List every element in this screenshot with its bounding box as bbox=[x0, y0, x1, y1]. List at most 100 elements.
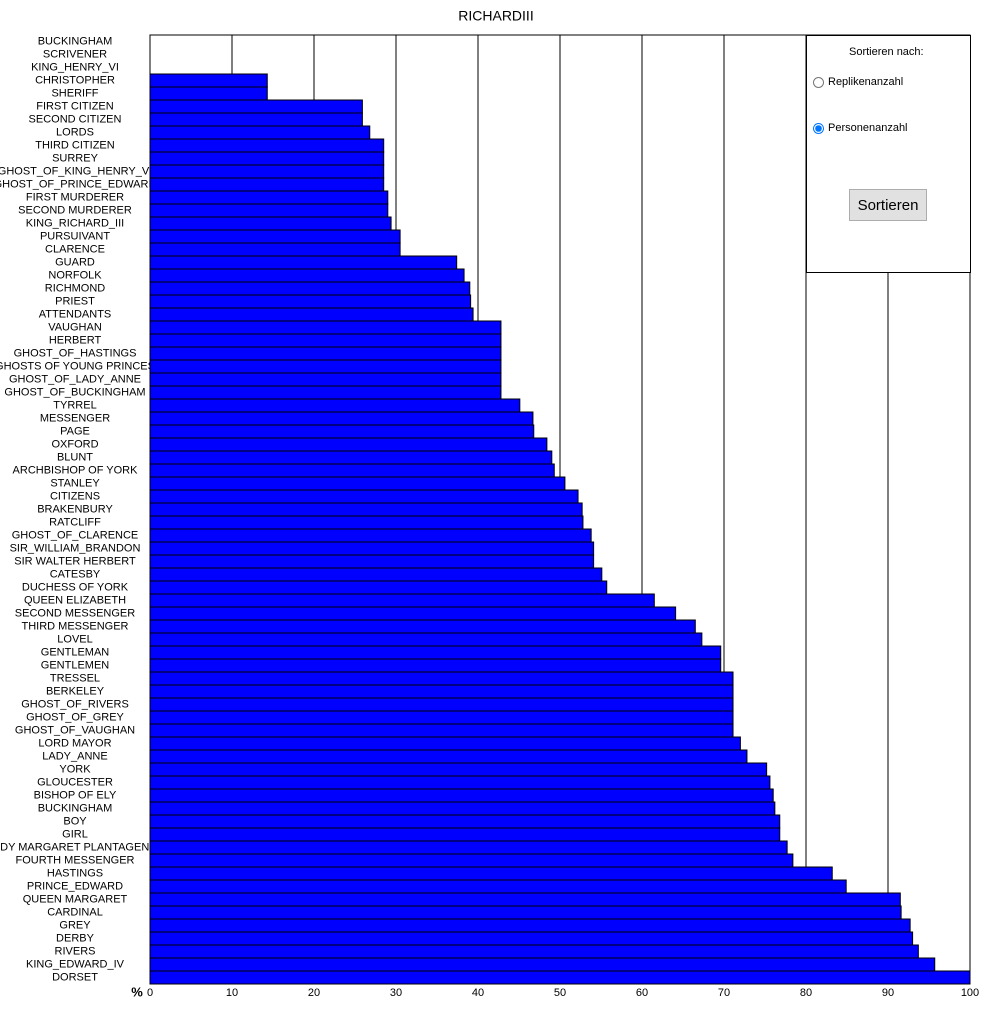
x-tick-label: 70 bbox=[718, 987, 730, 999]
bar bbox=[149, 203, 389, 218]
y-tick-label: SECOND CITIZEN bbox=[29, 113, 122, 125]
y-tick-label: CATESBY bbox=[50, 568, 101, 580]
y-tick-label: PAGE bbox=[60, 425, 90, 437]
x-tick-label: 80 bbox=[800, 987, 812, 999]
y-tick-label: THIRD CITIZEN bbox=[35, 139, 114, 151]
bar bbox=[149, 151, 385, 166]
y-tick-label: THIRD MESSENGER bbox=[22, 620, 129, 632]
bar bbox=[149, 762, 768, 777]
y-tick-label: OXFORD bbox=[51, 438, 98, 450]
x-tick-label: 90 bbox=[882, 987, 894, 999]
y-tick-label: QUEEN ELIZABETH bbox=[24, 594, 126, 606]
y-tick-label: SECOND MESSENGER bbox=[15, 607, 135, 619]
bar bbox=[149, 853, 794, 868]
y-tick-label: LOVEL bbox=[57, 633, 92, 645]
y-tick-label: GHOST_OF_LADY_ANNE bbox=[9, 373, 141, 385]
bar bbox=[149, 528, 592, 543]
bar bbox=[149, 697, 734, 712]
bar bbox=[149, 892, 901, 907]
bar bbox=[149, 944, 919, 959]
bar bbox=[149, 294, 472, 309]
bar bbox=[149, 112, 363, 127]
x-tick-label: 30 bbox=[390, 987, 402, 999]
y-tick-label: CLARENCE bbox=[45, 243, 105, 255]
bar bbox=[149, 268, 465, 283]
bar bbox=[149, 645, 722, 660]
y-tick-label: CARDINAL bbox=[47, 906, 103, 918]
bar bbox=[149, 229, 401, 244]
y-tick-label: RATCLIFF bbox=[49, 516, 101, 528]
y-tick-label: SECOND MURDERER bbox=[18, 204, 132, 216]
bar bbox=[149, 216, 392, 231]
y-tick-label: TRESSEL bbox=[50, 672, 100, 684]
y-tick-label: SIR WALTER HERBERT bbox=[14, 555, 136, 567]
bar bbox=[149, 957, 936, 972]
bar bbox=[149, 918, 911, 933]
y-tick-label: GHOSTS OF YOUNG PRINCES bbox=[0, 360, 155, 372]
y-tick-label: SURREY bbox=[52, 152, 99, 164]
bar bbox=[149, 814, 781, 829]
bar bbox=[149, 489, 579, 504]
bar bbox=[149, 450, 553, 465]
bar bbox=[149, 476, 566, 491]
sort-button[interactable]: Sortieren bbox=[849, 189, 927, 221]
bar bbox=[149, 177, 385, 192]
bar bbox=[149, 866, 833, 881]
x-tick-label: 60 bbox=[636, 987, 648, 999]
y-tick-label: BOY bbox=[63, 815, 87, 827]
bar bbox=[149, 502, 583, 517]
chart-title: RICHARDIII bbox=[458, 8, 533, 24]
radio-label: Personenanzahl bbox=[828, 122, 908, 134]
bar bbox=[149, 333, 502, 348]
y-tick-label: ARCHBISHOP OF YORK bbox=[13, 464, 139, 476]
bar bbox=[149, 905, 902, 920]
radio-label: Replikenanzahl bbox=[828, 76, 904, 88]
y-tick-label: QUEEN MARGARET bbox=[23, 893, 128, 905]
bar bbox=[149, 736, 741, 751]
y-tick-label: GENTLEMEN bbox=[41, 659, 110, 671]
y-tick-label: BLUNT bbox=[57, 451, 93, 463]
bar bbox=[149, 515, 584, 530]
bar bbox=[149, 398, 521, 413]
y-tick-label: PRINCE_EDWARD bbox=[27, 880, 123, 892]
bar bbox=[149, 541, 595, 556]
y-tick-label: GENTLEMAN bbox=[41, 646, 110, 658]
y-tick-label: DERBY bbox=[56, 932, 95, 944]
y-tick-label: RIVERS bbox=[55, 945, 96, 957]
bar bbox=[149, 593, 655, 608]
y-tick-label: KING_EDWARD_IV bbox=[26, 958, 125, 970]
bar bbox=[149, 164, 385, 179]
bar bbox=[149, 320, 502, 335]
y-tick-label: CITIZENS bbox=[50, 490, 100, 502]
radio-option[interactable]: Replikenanzahl bbox=[813, 76, 903, 88]
x-tick-label: 40 bbox=[472, 987, 484, 999]
bar bbox=[149, 970, 971, 985]
bar bbox=[149, 190, 389, 205]
y-tick-label: MESSENGER bbox=[40, 412, 110, 424]
radio-button[interactable] bbox=[813, 76, 824, 88]
y-tick-label: TYRREL bbox=[53, 399, 96, 411]
y-tick-label: PRIEST bbox=[55, 295, 95, 307]
y-tick-label: DUCHESS OF YORK bbox=[22, 581, 129, 593]
bar bbox=[149, 658, 722, 673]
bar bbox=[149, 931, 914, 946]
x-tick-label: 100 bbox=[961, 987, 979, 999]
y-tick-label: FOURTH MESSENGER bbox=[16, 854, 135, 866]
y-tick-label: YORK bbox=[59, 763, 91, 775]
y-tick-label: GHOST_OF_GREY bbox=[26, 711, 124, 723]
y-tick-label: RICHMOND bbox=[45, 282, 106, 294]
bar bbox=[149, 255, 458, 270]
radio-option[interactable]: Personenanzahl bbox=[813, 122, 908, 134]
radio-button[interactable] bbox=[813, 122, 824, 134]
bar bbox=[149, 879, 847, 894]
y-tick-label: GHOST_OF_VAUGHAN bbox=[15, 724, 135, 736]
y-tick-label: GREY bbox=[59, 919, 91, 931]
y-tick-label: LADY_ANNE bbox=[42, 750, 107, 762]
y-tick-label: GHOST_OF_BUCKINGHAM bbox=[4, 386, 145, 398]
y-tick-label: LADY MARGARET PLANTAGENET bbox=[0, 841, 164, 853]
y-tick-label: KING_HENRY_VI bbox=[31, 61, 119, 73]
y-tick-label: GUARD bbox=[55, 256, 95, 268]
y-tick-label: GHOST_OF_KING_HENRY_VI bbox=[0, 165, 152, 177]
y-tick-label: SCRIVENER bbox=[43, 48, 107, 60]
